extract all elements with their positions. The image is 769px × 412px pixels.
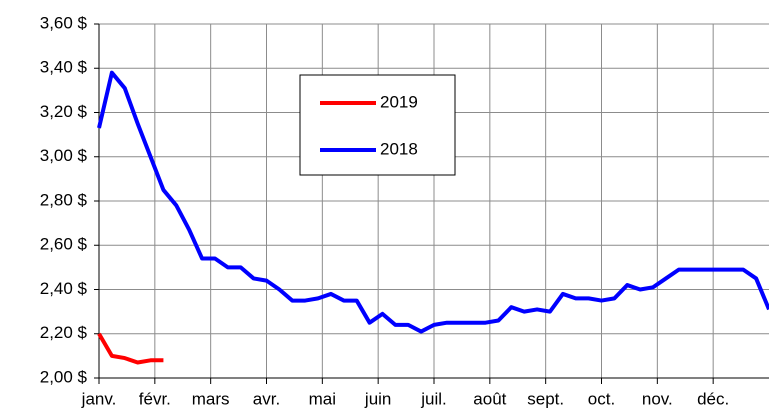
x-tick-label: déc. (697, 389, 729, 408)
y-tick-label: 2,40 $ (40, 279, 88, 298)
y-tick-label: 3,60 $ (40, 13, 88, 32)
y-tick-label: 3,00 $ (40, 146, 88, 165)
y-tick-label: 2,00 $ (40, 367, 88, 386)
x-tick-label: janv. (81, 389, 117, 408)
y-tick-label: 2,20 $ (40, 323, 88, 342)
x-tick-label: nov. (642, 389, 673, 408)
y-tick-label: 2,60 $ (40, 235, 88, 254)
legend-box (299, 74, 456, 176)
legend-label: 2018 (380, 139, 418, 158)
x-tick-label: févr. (139, 389, 171, 408)
x-tick-label: oct. (588, 389, 615, 408)
x-tick-label: mars (192, 389, 230, 408)
y-tick-label: 3,40 $ (40, 58, 88, 77)
x-tick-label: sept. (527, 389, 564, 408)
x-tick-label: juil. (420, 389, 447, 408)
x-tick-label: juin (364, 389, 391, 408)
series-line (97, 332, 164, 365)
series-line (97, 70, 769, 334)
x-tick-label: août (473, 389, 506, 408)
y-tick-label: 3,20 $ (40, 102, 88, 121)
legend-label: 2019 (380, 92, 418, 111)
x-tick-label: mai (309, 389, 336, 408)
y-tick-label: 2,80 $ (40, 190, 88, 209)
x-tick-label: avr. (253, 389, 280, 408)
